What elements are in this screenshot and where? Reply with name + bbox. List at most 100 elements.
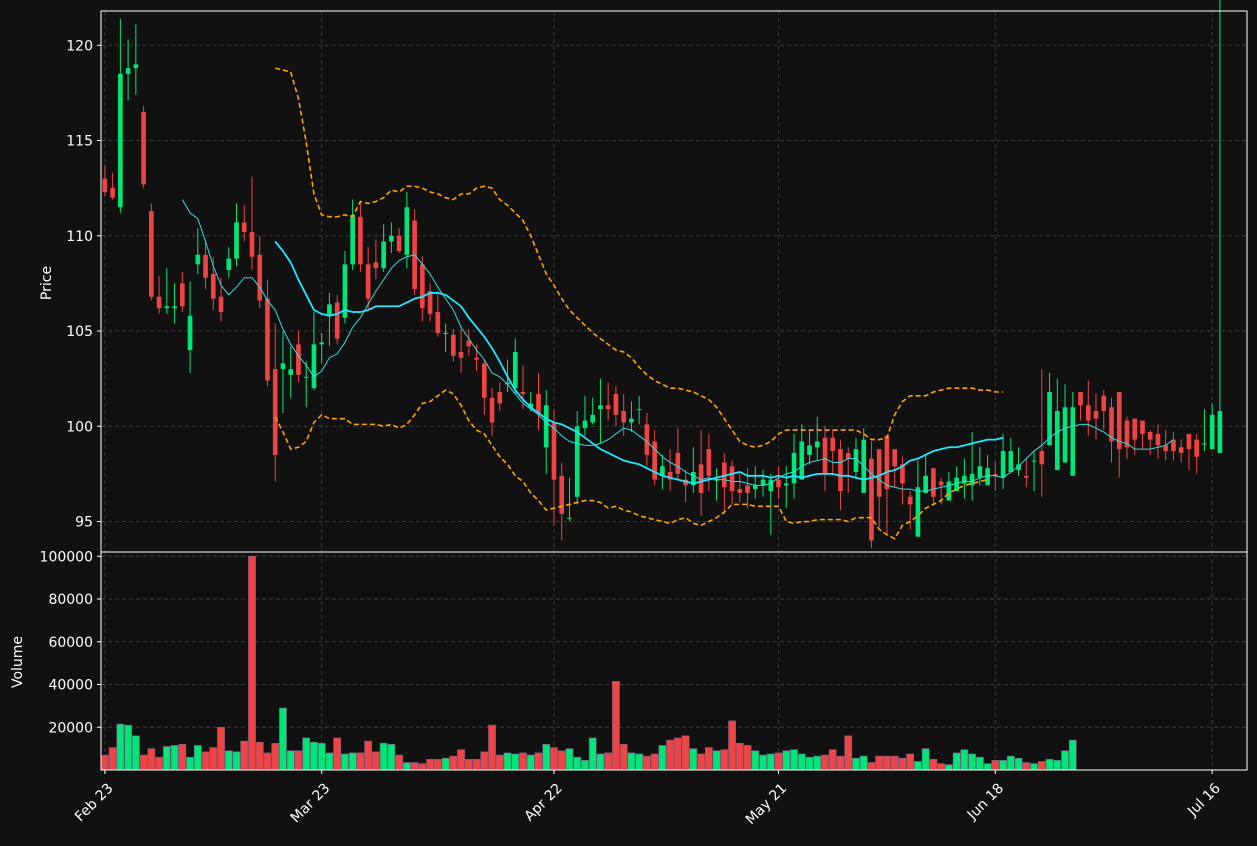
candle-body [118, 73, 123, 208]
volume-bar [960, 749, 969, 771]
candle-body [745, 485, 750, 493]
candle-body [598, 405, 603, 410]
volume-bar [317, 742, 326, 771]
candle-body [404, 207, 410, 255]
candle-body [1047, 391, 1052, 446]
volume-bar [883, 755, 891, 771]
volume-bar [1006, 755, 1015, 771]
candle-body [915, 487, 921, 537]
candle-body [543, 405, 549, 448]
candle-body [203, 254, 208, 278]
price-ylabel: Price [39, 266, 55, 300]
volume-bar [1030, 763, 1038, 771]
volume-bar [186, 756, 194, 771]
volume-bar [813, 755, 822, 771]
volume-bar [1061, 750, 1069, 771]
volume-bar [131, 735, 140, 771]
candle-body [536, 393, 541, 413]
candle-body [783, 483, 789, 486]
frames [100, 10, 1248, 771]
candle-body [574, 426, 580, 497]
candle-body [752, 485, 758, 490]
volume-bar [728, 720, 736, 771]
candle-body [327, 304, 332, 316]
candle-body [249, 231, 255, 257]
volume-bar [565, 748, 574, 771]
volume-bar [364, 740, 373, 771]
candle-body [1147, 431, 1153, 440]
candle-body [551, 422, 557, 480]
volume-bar [1053, 760, 1062, 771]
volume-bar [1068, 739, 1077, 771]
candle-body [613, 393, 619, 415]
volume-tick-label: 20000 [48, 720, 93, 736]
candle-body [420, 264, 425, 309]
overlays [181, 67, 1174, 540]
volume-bar [666, 739, 674, 771]
volume-bar [635, 753, 644, 771]
candle-body [605, 405, 611, 410]
bollinger-lower-line [274, 389, 988, 540]
candle-body [1209, 414, 1215, 450]
candle-body [814, 441, 820, 448]
volume-bar [619, 744, 628, 771]
volume-bar [588, 737, 597, 771]
candle-body [505, 382, 510, 385]
volume-bar [828, 749, 837, 771]
volume-bar [952, 752, 961, 771]
volume-bar [325, 752, 334, 771]
volume-bar [743, 745, 752, 771]
volume-bar [294, 750, 303, 771]
volume-bar [464, 759, 473, 771]
volume-bar [890, 755, 899, 771]
candle-body [993, 473, 998, 476]
candle-body [303, 376, 309, 378]
candle-body [481, 363, 487, 398]
candle-body [458, 351, 464, 358]
volume-bar [612, 681, 620, 771]
volume-bar [1014, 757, 1023, 771]
candle-body [807, 445, 812, 455]
candle-body [869, 458, 874, 541]
candle-body [876, 449, 882, 497]
volume-bar [255, 741, 264, 771]
volume-bar [410, 762, 419, 771]
candle-body [1116, 391, 1122, 450]
candle-body [512, 351, 518, 389]
volume-bar [867, 762, 876, 771]
candle-body [737, 489, 743, 493]
candle-body [133, 64, 139, 69]
candle-body [1178, 447, 1184, 453]
candle-body [172, 306, 177, 309]
candle-body [845, 452, 851, 459]
volume-bar [224, 750, 233, 771]
volume-bar [162, 746, 171, 771]
candle-body [706, 449, 712, 476]
candle-body [884, 435, 890, 490]
candle-body [822, 437, 828, 474]
candle-body [311, 344, 317, 389]
candle-body [1062, 407, 1068, 463]
volume-bar [170, 745, 179, 771]
candle-body [644, 424, 650, 455]
volume-bar [333, 737, 342, 771]
candle-body [520, 391, 526, 394]
price-tick-label: 105 [66, 324, 93, 340]
volume-bar [124, 724, 132, 771]
price-tick-label: 120 [66, 38, 93, 54]
volume-bar [550, 747, 558, 771]
volume-bar [720, 749, 729, 771]
volume-bar [387, 744, 396, 771]
volume-bar [178, 744, 187, 771]
candle-body [954, 477, 959, 492]
volume-bar [534, 752, 543, 771]
candle-body [923, 475, 928, 493]
volume-bar [766, 753, 775, 771]
candle-body [234, 222, 239, 259]
volume-bar [573, 756, 582, 771]
volume-bar [356, 752, 365, 771]
volume-bar [774, 752, 783, 771]
candle-body [226, 258, 232, 271]
